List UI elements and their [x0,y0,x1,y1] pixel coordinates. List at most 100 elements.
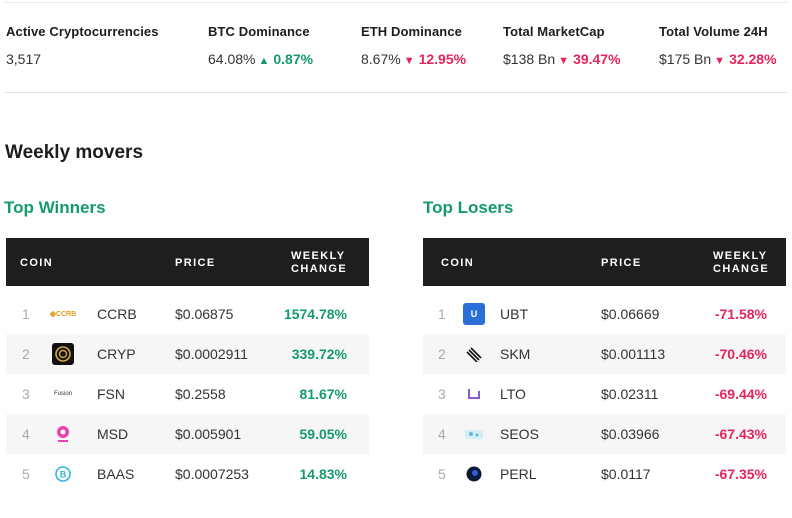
coin-symbol[interactable]: CCRB [97,306,137,322]
ccrb-coin-icon: ◉CCRB [49,311,77,318]
stat-change: 32.28% [729,51,777,67]
rank: 2 [22,346,30,362]
losers-table-header: COIN PRICE WEEKLY CHANGE [423,238,786,286]
table-row[interactable]: 5 B BAAS $0.0007253 14.83% [6,454,369,494]
weekly-change: -67.35% [714,466,767,482]
stat-value-text: $175 Bn [659,51,712,67]
rank: 3 [22,386,30,402]
seos-coin-icon [463,423,485,445]
weekly-change: -69.44% [714,386,767,402]
table-row[interactable]: 4 MSD $0.005901 59.05% [6,414,369,454]
coin-header[interactable]: COIN [20,257,54,269]
stat-change: 39.47% [573,51,621,67]
stat-value: 64.08% ▲ 0.87% [208,51,313,67]
table-row[interactable]: 1 U UBT $0.06669 -71.58% [423,294,786,334]
skm-coin-icon [463,343,485,365]
stat-value: $175 Bn ▼ 32.28% [659,51,777,67]
rank: 1 [22,306,30,322]
stat-change: 0.87% [273,51,314,67]
stat-value: 8.67% ▼ 12.95% [361,51,466,67]
table-row[interactable]: 1 ◉CCRB CCRB $0.06875 1574.78% [6,294,369,334]
fsn-coin-icon: Fusion [53,391,72,397]
rank: 5 [438,466,446,482]
ubt-coin-icon: U [463,303,485,325]
table-row[interactable]: 4 SEOS $0.03966 -67.43% [423,414,786,454]
stat-value: 3,517 [6,51,159,67]
coin-price: $0.06875 [175,306,234,322]
losers-title: Top Losers [423,198,514,217]
rank: 2 [438,346,446,362]
coin-price: $0.0007253 [175,466,249,482]
weekly-change: -67.43% [714,426,767,442]
weekly-change-header-line2[interactable]: CHANGE [713,263,770,275]
stat-label: Active Cryptocurrencies [6,24,159,39]
losers-table: COIN PRICE WEEKLY CHANGE 1 U UBT $0.0666… [423,238,786,494]
coin-price: $0.0002911 [175,346,248,362]
stat-total-marketcap: Total MarketCap $138 Bn ▼ 39.47% [503,24,621,67]
rank: 4 [438,426,446,442]
winners-table-header: COIN PRICE WEEKLY CHANGE [6,238,369,286]
table-row[interactable]: 2 SKM $0.001113 -70.46% [423,334,786,374]
stat-btc-dominance: BTC Dominance 64.08% ▲ 0.87% [208,24,313,67]
weekly-change-header-line1[interactable]: WEEKLY [713,250,768,262]
weekly-change: 1574.78% [283,306,347,322]
coin-symbol[interactable]: MSD [97,426,129,442]
triangle-down-icon: ▼ [403,55,415,67]
lto-coin-icon [463,383,485,405]
weekly-change-header-line1[interactable]: WEEKLY [291,250,346,262]
rank: 5 [22,466,30,482]
coin-price: $0.005901 [175,426,242,442]
coin-price: $0.03966 [601,426,660,442]
weekly-change: -70.46% [714,346,767,362]
stat-value-text: 3,517 [6,51,42,67]
price-header[interactable]: PRICE [601,257,642,269]
table-row[interactable]: 5 PERL $0.0117 -67.35% [423,454,786,494]
table-row[interactable]: 2 CRYP $0.0002911 339.72% [6,334,369,374]
coin-symbol[interactable]: BAAS [97,466,135,482]
coin-price: $0.2558 [175,386,226,402]
weekly-change: 59.05% [299,426,347,442]
stat-label: BTC Dominance [208,24,310,39]
stat-value-text: 64.08% [208,51,256,67]
stat-total-volume: Total Volume 24H $175 Bn ▼ 32.28% [659,24,777,67]
stat-label: Total Volume 24H [659,24,768,39]
rank: 1 [438,306,446,322]
stat-value-text: $138 Bn [503,51,556,67]
stat-label: ETH Dominance [361,24,462,39]
coin-symbol[interactable]: PERL [500,466,537,482]
top-border [4,2,788,3]
coin-symbol[interactable]: SKM [500,346,531,362]
weekly-change: 81.67% [299,386,347,402]
stat-label: Total MarketCap [503,24,605,39]
stat-value: $138 Bn ▼ 39.47% [503,51,621,67]
stat-active-cryptos: Active Cryptocurrencies 3,517 [6,24,159,67]
coin-symbol[interactable]: SEOS [500,426,539,442]
cryp-coin-icon [52,343,74,365]
perl-coin-icon [463,463,485,485]
winners-title: Top Winners [4,198,106,217]
triangle-up-icon: ▲ [258,55,270,67]
msd-coin-icon [52,423,74,445]
weekly-change: 14.83% [299,466,347,482]
stat-eth-dominance: ETH Dominance 8.67% ▼ 12.95% [361,24,466,67]
table-row[interactable]: 3 LTO $0.02311 -69.44% [423,374,786,414]
price-header[interactable]: PRICE [175,257,216,269]
coin-header[interactable]: COIN [441,257,475,269]
svg-text:B: B [60,470,67,480]
baas-coin-icon: B [52,463,74,485]
table-row[interactable]: 3 Fusion FSN $0.2558 81.67% [6,374,369,414]
stats-divider [4,92,788,93]
rank: 3 [438,386,446,402]
weekly-change: -71.58% [714,306,767,322]
coin-symbol[interactable]: CRYP [97,346,136,362]
weekly-change: 339.72% [291,346,347,362]
coin-price: $0.0117 [601,466,651,482]
triangle-down-icon: ▼ [558,55,570,67]
coin-price: $0.02311 [601,386,659,402]
coin-symbol[interactable]: FSN [97,386,125,402]
coin-symbol[interactable]: LTO [500,386,526,402]
winners-table: COIN PRICE WEEKLY CHANGE 1 ◉CCRB CCRB $0… [6,238,369,494]
coin-symbol[interactable]: UBT [500,306,528,322]
rank: 4 [22,426,30,442]
weekly-change-header-line2[interactable]: CHANGE [291,263,348,275]
